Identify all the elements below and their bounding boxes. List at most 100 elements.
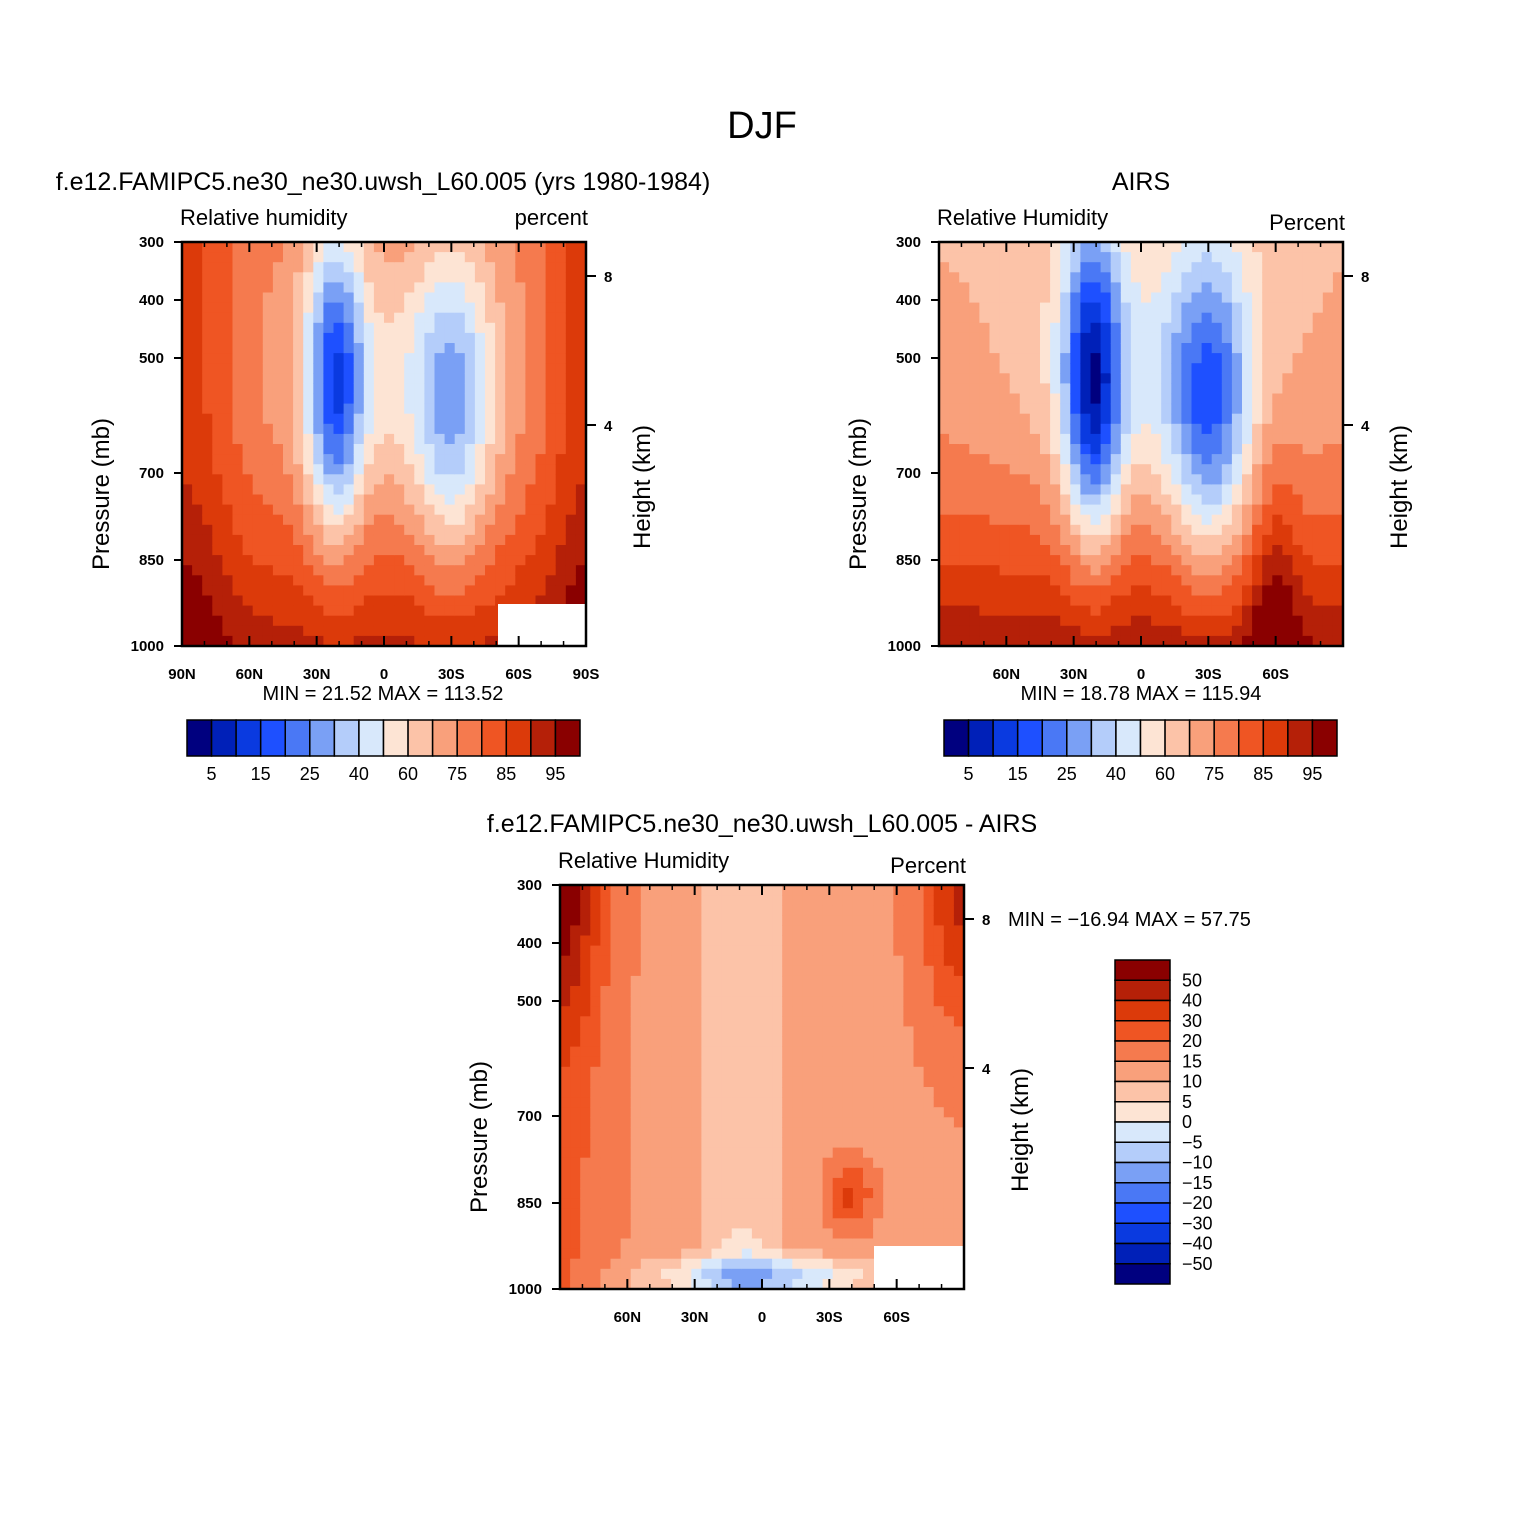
colorbar: 5 15 25 40 60 75 85 95 — [943, 719, 1338, 784]
colorbar-tick-label: −40 — [1182, 1234, 1213, 1254]
y-tick-label: 1000 — [131, 638, 164, 655]
colorbar-tick-label: 50 — [1182, 970, 1202, 990]
colorbar-box — [235, 719, 262, 757]
colorbar-box — [1090, 719, 1117, 757]
y2-axis-label: Height (km) — [1386, 425, 1413, 549]
x-tick-label: 60S — [505, 666, 532, 683]
y2-axis-label: Height (km) — [629, 425, 656, 549]
colorbar-tick-label: 5 — [207, 764, 217, 784]
panel-1: f.e12.FAMIPC5.ne30_ne30.uwsh_L60.005 (yr… — [56, 168, 711, 784]
y-tick-label: 500 — [517, 993, 542, 1010]
min-max-stats: MIN = −16.94 MAX = 57.75 — [1008, 909, 1251, 931]
y-axis: 300 400 500 700 850 1000 — [509, 877, 560, 1298]
colorbar-tick-label: 15 — [1182, 1051, 1202, 1071]
colorbar-tick-label: −20 — [1182, 1193, 1213, 1213]
x-tick-label: 30N — [1060, 666, 1088, 683]
panel-title: f.e12.FAMIPC5.ne30_ne30.uwsh_L60.005 - A… — [487, 810, 1037, 838]
colorbar-box — [1213, 719, 1240, 757]
x-axis: 60N 30N 0 30S 60S — [581, 885, 943, 1326]
colorbar-tick-label: 30 — [1182, 1011, 1202, 1031]
x-tick-label: 90S — [573, 666, 600, 683]
y-tick-label: 700 — [896, 465, 921, 482]
colorbar-tick-label: 60 — [398, 764, 418, 784]
contour-field — [939, 242, 1344, 647]
colorbar-box — [992, 719, 1019, 757]
colorbar-box — [1238, 719, 1265, 757]
colorbar-box — [1114, 979, 1171, 1002]
colorbar: 5 15 25 40 60 75 85 95 — [186, 719, 581, 784]
x-tick-label: 30N — [303, 666, 331, 683]
missing-data — [498, 604, 586, 646]
colorbar-box — [1041, 719, 1068, 757]
colorbar-tick-label: 40 — [349, 764, 369, 784]
x-tick-label: 0 — [380, 666, 388, 683]
x-tick-label: 60N — [614, 1309, 642, 1326]
x-tick-label: 30N — [681, 1309, 709, 1326]
colorbar-box — [1287, 719, 1314, 757]
colorbar-box — [382, 719, 409, 757]
y-axis: 300 400 500 700 850 1000 — [131, 234, 182, 655]
colorbar-tick-label: −5 — [1182, 1132, 1203, 1152]
y-tick-label: 850 — [139, 552, 164, 569]
colorbar-tick-label: 15 — [1008, 764, 1028, 784]
panel-title: AIRS — [1112, 168, 1170, 196]
colorbar-tick-label: 25 — [300, 764, 320, 784]
colorbar-box — [431, 719, 458, 757]
x-tick-label: 30S — [816, 1309, 843, 1326]
figure-title: DJF — [727, 105, 797, 147]
x-axis: 90N 60N 30N 0 30S 60S 90S — [168, 242, 599, 683]
colorbar-box — [1114, 1101, 1171, 1123]
colorbar-box — [1114, 1040, 1171, 1062]
colorbar-box — [358, 719, 385, 757]
y2-tick-label: 4 — [982, 1061, 991, 1078]
y2-axis: 84 — [964, 912, 991, 1078]
colorbar-tick-label: 60 — [1155, 764, 1175, 784]
y2-axis: 84 — [1343, 269, 1370, 435]
y2-tick-label: 4 — [1361, 418, 1370, 435]
colorbar-box — [1114, 1141, 1171, 1164]
y-tick-label: 700 — [139, 465, 164, 482]
x-tick-label: 0 — [1137, 666, 1145, 683]
y-tick-label: 300 — [517, 877, 542, 894]
y2-tick-label: 8 — [982, 912, 990, 929]
y-axis-label: Pressure (mb) — [845, 418, 872, 570]
colorbar-box — [456, 719, 483, 757]
x-tick-label: 30S — [438, 666, 465, 683]
colorbar-box — [554, 719, 581, 757]
colorbar-box — [1188, 719, 1215, 757]
colorbar-box — [1016, 719, 1043, 757]
colorbar-tick-label: 75 — [447, 764, 467, 784]
colorbar-tick-label: 0 — [1182, 1112, 1192, 1132]
colorbar-box — [1114, 1020, 1171, 1042]
colorbar-box — [1114, 1263, 1171, 1285]
colorbar-box — [259, 719, 286, 757]
colorbar-box — [943, 719, 970, 757]
colorbar-tick-label: 10 — [1182, 1072, 1202, 1092]
colorbar-tick-label: 15 — [251, 764, 271, 784]
colorbar-box — [1114, 999, 1171, 1022]
y-tick-label: 1000 — [888, 638, 921, 655]
y2-tick-label: 8 — [1361, 269, 1369, 286]
y-axis-label: Pressure (mb) — [466, 1061, 493, 1213]
panel-subtitle-left: Relative humidity — [180, 205, 348, 230]
colorbar-box — [210, 719, 237, 757]
x-tick-label: 60N — [993, 666, 1021, 683]
contour-field — [182, 242, 587, 647]
colorbar-tick-label: 40 — [1106, 764, 1126, 784]
y-tick-label: 1000 — [509, 1281, 542, 1298]
x-tick-label: 90N — [168, 666, 196, 683]
panel-subtitle-right: Percent — [890, 853, 966, 878]
colorbar-box — [1115, 719, 1142, 757]
colorbar-box — [1114, 959, 1171, 981]
panels: f.e12.FAMIPC5.ne30_ne30.uwsh_L60.005 (yr… — [56, 168, 1413, 1326]
panel-subtitle-right: percent — [515, 205, 588, 230]
x-tick-label: 60S — [1262, 666, 1289, 683]
colorbar-box — [1114, 1060, 1171, 1083]
y-tick-label: 850 — [896, 552, 921, 569]
y-tick-label: 500 — [139, 350, 164, 367]
y-tick-label: 400 — [139, 292, 164, 309]
colorbar-box — [505, 719, 532, 757]
y-tick-label: 500 — [896, 350, 921, 367]
colorbar-box — [1262, 719, 1289, 757]
